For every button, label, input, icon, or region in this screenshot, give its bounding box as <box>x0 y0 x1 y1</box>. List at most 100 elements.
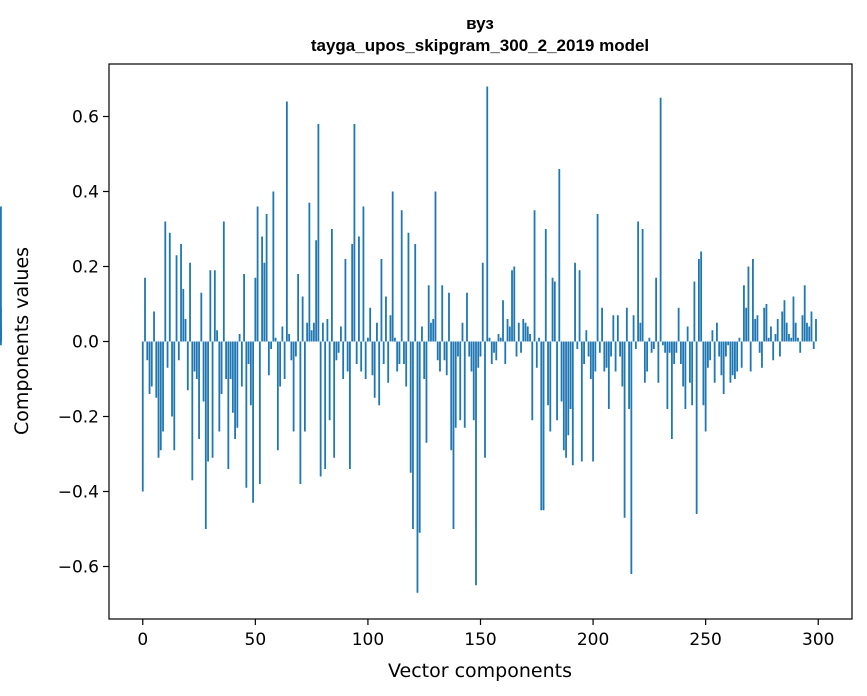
bar <box>641 229 644 342</box>
bar <box>171 341 173 417</box>
bar <box>195 341 198 379</box>
bar <box>434 191 437 342</box>
bar <box>731 341 734 376</box>
bar <box>261 236 263 342</box>
bar <box>288 334 291 342</box>
bar <box>808 326 811 342</box>
bar <box>335 341 338 361</box>
bar <box>227 341 230 469</box>
bar <box>502 300 504 342</box>
bar <box>409 341 412 473</box>
bar <box>612 315 615 342</box>
bar <box>349 341 351 469</box>
bar <box>797 337 799 342</box>
bar <box>704 341 707 432</box>
bar <box>220 341 223 394</box>
bar <box>785 322 788 342</box>
bar <box>763 307 766 342</box>
bar <box>362 206 365 342</box>
bar <box>412 341 414 529</box>
x-tick-label: 100 <box>352 630 384 650</box>
bar <box>0 206 2 342</box>
bar <box>303 341 306 432</box>
bar <box>373 341 376 398</box>
bar <box>234 341 236 439</box>
bar <box>729 341 732 383</box>
bar <box>364 341 367 379</box>
bar <box>544 229 547 342</box>
bar <box>396 341 399 372</box>
bar <box>643 341 646 383</box>
bar <box>331 229 333 342</box>
bar <box>758 341 761 353</box>
bar <box>281 326 284 342</box>
bar <box>619 341 621 357</box>
bar <box>252 341 254 503</box>
bar <box>436 341 439 361</box>
bar <box>794 322 797 342</box>
bar <box>218 341 221 432</box>
bar <box>698 259 700 342</box>
bar <box>213 270 216 342</box>
plot-frame <box>108 63 853 620</box>
bar <box>229 341 232 379</box>
bar <box>315 240 318 342</box>
bar <box>394 337 396 342</box>
bar <box>720 341 723 376</box>
bar <box>607 341 610 409</box>
bar <box>405 341 408 387</box>
bar <box>475 341 477 586</box>
bar <box>144 277 146 342</box>
bar <box>700 251 703 342</box>
bar <box>558 169 561 342</box>
bar <box>301 296 304 342</box>
bar <box>772 341 775 361</box>
bar <box>204 341 207 529</box>
bar <box>752 259 754 342</box>
bar <box>249 341 252 406</box>
bar <box>535 341 538 368</box>
bar <box>294 341 297 357</box>
bar <box>175 255 178 342</box>
bar <box>605 341 608 368</box>
bar <box>693 281 696 342</box>
bar <box>141 341 144 492</box>
bar <box>574 262 576 342</box>
bar <box>182 289 185 342</box>
bar <box>695 341 698 514</box>
bar <box>306 322 309 342</box>
bar <box>328 341 331 421</box>
bar <box>468 341 471 357</box>
bar <box>180 244 182 342</box>
bar <box>803 285 806 342</box>
bar <box>308 202 311 342</box>
bar <box>346 341 349 372</box>
bar <box>562 341 565 451</box>
bar <box>385 296 387 342</box>
bar <box>157 341 160 458</box>
bar <box>459 341 462 421</box>
bar <box>276 341 279 451</box>
bar <box>628 341 630 409</box>
bar <box>310 330 313 342</box>
bar <box>688 341 691 383</box>
bar <box>290 341 293 361</box>
bar <box>560 341 563 402</box>
x-tick-label: 300 <box>802 630 834 650</box>
bar <box>725 341 727 357</box>
bar <box>526 326 529 342</box>
bar <box>407 232 410 342</box>
bar <box>243 274 245 342</box>
bar <box>245 341 248 488</box>
bar <box>718 341 721 357</box>
bar <box>736 341 739 372</box>
x-axis-label: Vector components <box>388 660 572 682</box>
bar <box>533 210 536 342</box>
bar <box>490 341 493 364</box>
bar <box>400 210 403 342</box>
bar <box>164 221 167 342</box>
bar <box>513 266 516 342</box>
bar <box>418 341 421 533</box>
bar <box>466 292 468 342</box>
bar <box>547 341 549 406</box>
